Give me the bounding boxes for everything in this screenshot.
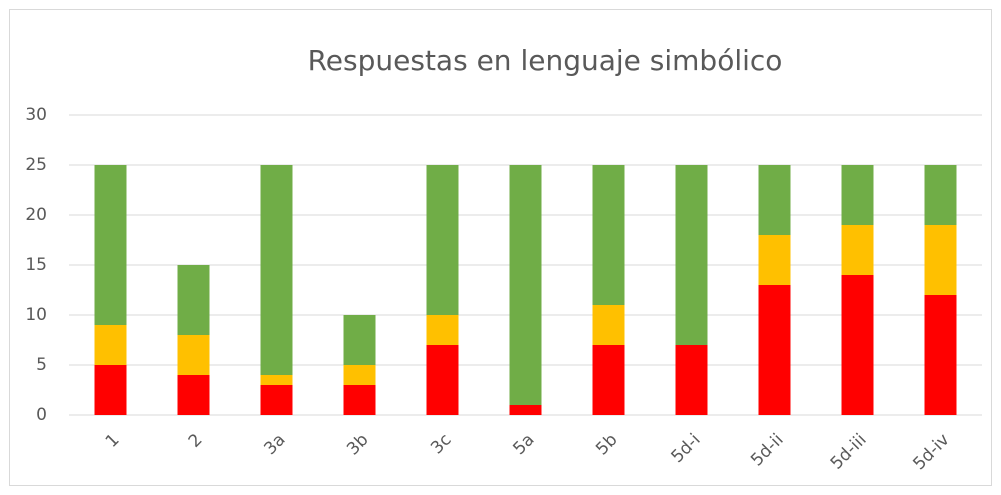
bar-segment xyxy=(343,365,376,385)
bar-segment xyxy=(592,165,625,305)
y-tick-label: 30 xyxy=(25,105,47,125)
bar-segment xyxy=(924,165,957,225)
bar-segment xyxy=(177,265,210,335)
bar-segment xyxy=(177,335,210,375)
bar-segment xyxy=(758,235,791,285)
bar-segment xyxy=(758,285,791,415)
chart-title: Respuestas en lenguaje simbólico xyxy=(308,44,783,77)
bar-segment xyxy=(177,375,210,415)
bar-segment xyxy=(509,405,542,415)
y-tick-label: 15 xyxy=(25,255,47,275)
bar-segment xyxy=(675,345,708,415)
y-tick-label: 25 xyxy=(25,155,47,175)
chart-frame xyxy=(9,9,992,486)
bar-segment xyxy=(758,165,791,235)
y-tick-label: 0 xyxy=(36,405,47,425)
bar-segment xyxy=(592,305,625,345)
bar-segment xyxy=(94,325,127,365)
bar-segment xyxy=(924,295,957,415)
y-tick-label: 20 xyxy=(25,205,47,225)
bar-segment xyxy=(592,345,625,415)
y-tick-label: 5 xyxy=(36,355,47,375)
bar-segment xyxy=(426,345,459,415)
bar-segment xyxy=(509,165,542,405)
bar-segment xyxy=(675,165,708,345)
bar-segment xyxy=(426,165,459,315)
bar-segment xyxy=(343,385,376,415)
bar-segment xyxy=(426,315,459,345)
bar-segment xyxy=(94,165,127,325)
bar-segment xyxy=(260,385,293,415)
bar-segment xyxy=(841,275,874,415)
bar-segment xyxy=(841,225,874,275)
bar-segment xyxy=(94,365,127,415)
bar-segment xyxy=(260,375,293,385)
bar-segment xyxy=(841,165,874,225)
bar-segment xyxy=(924,225,957,295)
bar-segment xyxy=(260,165,293,375)
y-tick-label: 10 xyxy=(25,305,47,325)
bar-segment xyxy=(343,315,376,365)
